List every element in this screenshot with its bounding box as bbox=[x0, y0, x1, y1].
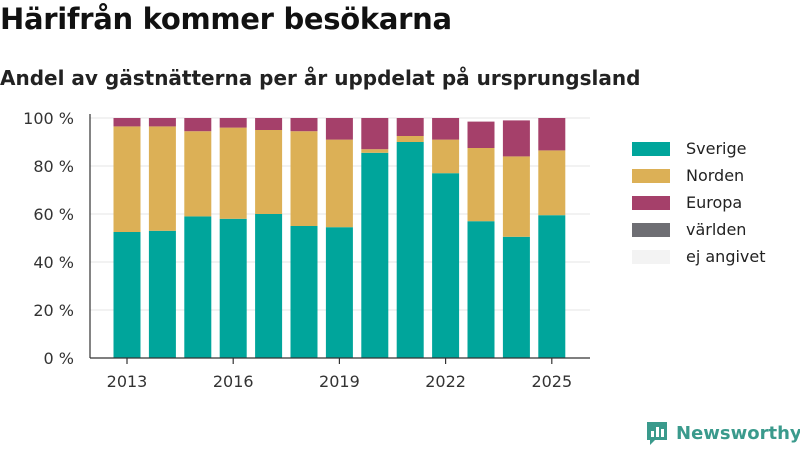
x-tick-label: 2013 bbox=[107, 372, 148, 391]
bar-segment-sverige bbox=[113, 232, 141, 358]
bar-segment-norden bbox=[290, 131, 318, 226]
bar-segment-sverige bbox=[219, 218, 247, 358]
bar-segment-europa bbox=[432, 118, 460, 140]
y-tick-label: 60 % bbox=[33, 205, 74, 224]
bar-segment-norden bbox=[255, 130, 283, 214]
brand-name: Newsworthy bbox=[676, 422, 800, 444]
bar-segment-sverige bbox=[467, 221, 495, 358]
legend-label: världen bbox=[686, 220, 747, 239]
legend-swatch bbox=[632, 249, 670, 264]
bar-segment-norden bbox=[432, 139, 460, 174]
legend-swatch bbox=[632, 141, 670, 156]
y-tick-label: 0 % bbox=[44, 349, 74, 368]
bar-segment-sverige bbox=[184, 216, 212, 358]
legend-swatch bbox=[632, 195, 670, 210]
legend-label: Norden bbox=[686, 166, 745, 185]
y-tick-label: 100 % bbox=[23, 109, 74, 128]
chart-title: Härifrån kommer besökarna bbox=[0, 2, 452, 36]
bar-segment-europa bbox=[396, 118, 424, 136]
legend-label: Europa bbox=[686, 193, 743, 212]
bar-segment-sverige bbox=[361, 152, 389, 358]
chart-subtitle: Andel av gästnätterna per år uppdelat på… bbox=[0, 66, 641, 90]
bar-segment-europa bbox=[184, 118, 212, 132]
legend: Sverige Norden Europa världen ej angivet bbox=[632, 135, 766, 270]
bar-segment-norden bbox=[396, 136, 424, 142]
axes: 0 % 20 % 40 % 60 % 80 % 100 % 2013 2016 2019 2022… bbox=[23, 109, 590, 391]
x-tick-label: 2016 bbox=[213, 372, 254, 391]
legend-label: ej angivet bbox=[686, 247, 766, 266]
legend-swatch bbox=[632, 222, 670, 237]
bar-segment-europa bbox=[538, 118, 566, 151]
bar-segment-europa bbox=[113, 118, 141, 127]
bar-segment-norden bbox=[184, 131, 212, 217]
brand-logo: Newsworthy bbox=[645, 420, 800, 446]
bar-segment-europa bbox=[290, 118, 318, 132]
bar-segment-norden bbox=[361, 149, 389, 153]
bar-segment-europa bbox=[255, 118, 283, 130]
bar-segment-sverige bbox=[255, 214, 283, 358]
y-tick-label: 80 % bbox=[33, 157, 74, 176]
legend-swatch bbox=[632, 168, 670, 183]
legend-item: världen bbox=[632, 216, 766, 243]
bar-segment-norden bbox=[325, 139, 353, 228]
bar-segment-norden bbox=[502, 156, 530, 237]
y-tick-label: 40 % bbox=[33, 253, 74, 272]
x-tick-label: 2022 bbox=[425, 372, 466, 391]
bar-segment-sverige bbox=[148, 230, 176, 358]
legend-label: Sverige bbox=[686, 139, 747, 158]
bar-segment-europa bbox=[502, 120, 530, 157]
bar-segment-europa bbox=[219, 118, 247, 128]
bar-segment-europa bbox=[148, 118, 176, 127]
bar-series bbox=[113, 118, 566, 358]
newsworthy-logo-icon bbox=[647, 422, 667, 445]
bar-segment-sverige bbox=[502, 236, 530, 358]
bar-segment-europa bbox=[361, 118, 389, 150]
bar-segment-norden bbox=[219, 127, 247, 219]
y-tick-label: 20 % bbox=[33, 301, 74, 320]
x-tick-label: 2025 bbox=[531, 372, 572, 391]
legend-item: ej angivet bbox=[632, 243, 766, 270]
legend-item: Europa bbox=[632, 189, 766, 216]
bar-segment-europa bbox=[467, 121, 495, 148]
bar-segment-sverige bbox=[396, 142, 424, 358]
bar-segment-norden bbox=[467, 148, 495, 222]
bar-segment-sverige bbox=[432, 173, 460, 358]
bar-segment-norden bbox=[113, 126, 141, 232]
bar-segment-sverige bbox=[538, 215, 566, 358]
legend-item: Sverige bbox=[632, 135, 766, 162]
bar-segment-sverige bbox=[325, 227, 353, 358]
bar-segment-norden bbox=[148, 126, 176, 231]
bar-segment-europa bbox=[325, 118, 353, 140]
x-tick-label: 2019 bbox=[319, 372, 360, 391]
legend-item: Norden bbox=[632, 162, 766, 189]
bar-segment-sverige bbox=[290, 226, 318, 358]
bar-segment-norden bbox=[538, 150, 566, 216]
